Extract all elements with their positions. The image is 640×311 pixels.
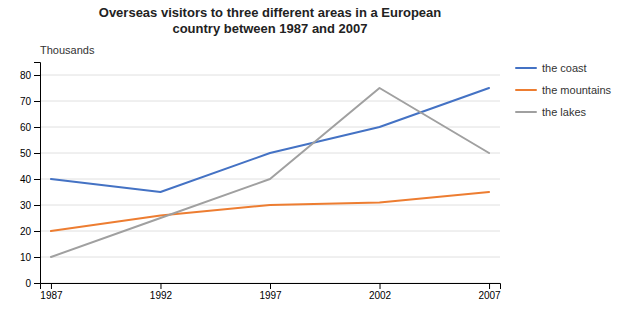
tick-mark bbox=[34, 101, 40, 102]
tick: 1997 bbox=[259, 283, 282, 301]
axis-line bbox=[41, 284, 501, 290]
tick-label: 10 bbox=[20, 252, 32, 263]
tick-mark bbox=[34, 127, 40, 128]
tick-mark bbox=[489, 283, 490, 289]
legend-label: the lakes bbox=[542, 106, 587, 118]
legend-swatch bbox=[516, 111, 536, 113]
tick-mark bbox=[34, 205, 40, 206]
tick: 10 bbox=[20, 252, 40, 263]
tick-label: 1997 bbox=[259, 290, 282, 301]
tick-label: 30 bbox=[20, 200, 32, 211]
tick-mark bbox=[34, 283, 40, 284]
tick-label: 0 bbox=[25, 278, 31, 289]
tick: 50 bbox=[20, 148, 40, 159]
y-axis: 0 10 20 30 40 50 60 70 80 bbox=[20, 63, 41, 289]
legend: the coast the mountains the lakes bbox=[516, 62, 612, 118]
tick: 30 bbox=[20, 200, 40, 211]
tick-mark bbox=[34, 179, 40, 180]
grid-line bbox=[40, 257, 500, 258]
tick-mark bbox=[34, 257, 40, 258]
tick: 1992 bbox=[150, 283, 173, 301]
legend-item: the lakes bbox=[516, 106, 587, 118]
legend-label: the mountains bbox=[542, 84, 612, 96]
annotation: Thousands bbox=[40, 44, 95, 56]
series-line bbox=[51, 88, 489, 257]
tick: 0 bbox=[25, 278, 40, 289]
tick-label: 40 bbox=[20, 174, 32, 185]
legend-swatch bbox=[516, 67, 536, 69]
tick-mark bbox=[34, 153, 40, 154]
tick-mark bbox=[34, 231, 40, 232]
tick: 60 bbox=[20, 122, 40, 133]
legend-item: the mountains bbox=[516, 84, 612, 96]
grid-line bbox=[40, 127, 500, 128]
tick-label: 1987 bbox=[40, 290, 63, 301]
grid bbox=[40, 75, 500, 283]
legend-swatch bbox=[516, 89, 536, 91]
tick-mark bbox=[380, 283, 381, 289]
tick: 2002 bbox=[369, 283, 392, 301]
chart: 1987 1992 1997 2002 2007 0 10 20 30 40 50 60 70 80 Ove… bbox=[0, 0, 640, 311]
tick-label: 2002 bbox=[369, 290, 392, 301]
axis-line bbox=[34, 63, 41, 284]
grid-line bbox=[40, 231, 500, 232]
tick-label: 80 bbox=[20, 70, 32, 81]
tick-mark bbox=[51, 283, 52, 289]
tick-label: 70 bbox=[20, 96, 32, 107]
lines bbox=[51, 88, 489, 257]
tick-label: 1992 bbox=[150, 290, 173, 301]
tick: 1987 bbox=[40, 283, 63, 301]
plot: 1987 1992 1997 2002 2007 0 10 20 30 40 50 60 70 80 bbox=[20, 63, 501, 302]
tick: 20 bbox=[20, 226, 40, 237]
tick-label: 60 bbox=[20, 122, 32, 133]
tick-mark bbox=[270, 283, 271, 289]
tick-label: 50 bbox=[20, 148, 32, 159]
series-line bbox=[51, 88, 489, 192]
tick: 40 bbox=[20, 174, 40, 185]
tick: 2007 bbox=[478, 283, 501, 301]
title: Overseas visitors to three different are… bbox=[99, 5, 442, 36]
tick-mark bbox=[160, 283, 161, 289]
series-line bbox=[51, 192, 489, 231]
tick-label: 20 bbox=[20, 226, 32, 237]
legend-label: the coast bbox=[542, 62, 587, 74]
tick-mark bbox=[34, 75, 40, 76]
grid-line bbox=[40, 75, 500, 76]
grid-line bbox=[40, 101, 500, 102]
legend-item: the coast bbox=[516, 62, 587, 74]
tick: 70 bbox=[20, 96, 40, 107]
x-axis: 1987 1992 1997 2002 2007 bbox=[40, 283, 501, 301]
tick-label: 2007 bbox=[478, 290, 501, 301]
tick: 80 bbox=[20, 70, 40, 81]
